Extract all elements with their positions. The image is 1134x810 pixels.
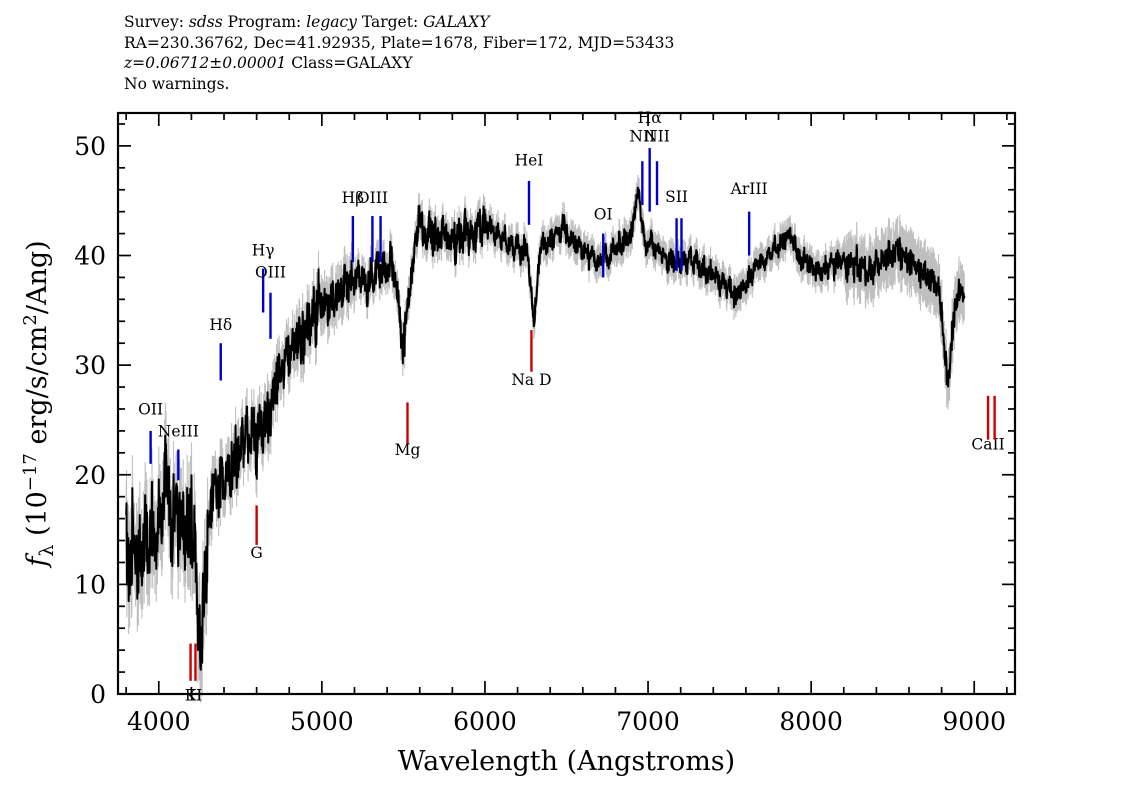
x-axis-title: Wavelength (Angstroms) [398, 746, 735, 777]
line-label-NII: NII [644, 128, 670, 146]
line-label-OI: OI [594, 205, 613, 223]
y-tick-label: 0 [90, 680, 106, 709]
y-tick-label: 20 [74, 461, 106, 490]
line-label-NeIII: NeIII [158, 422, 199, 440]
x-tick-label: 4000 [127, 707, 191, 736]
metadata-line-coordinates: RA=230.36762, Dec=41.92935, Plate=1678, … [124, 33, 675, 52]
line-label-Na D: Na D [511, 371, 551, 389]
class-value: Class=GALAXY [286, 54, 413, 72]
line-label-Hα: Hα [638, 109, 663, 127]
y-tick-label: 50 [74, 132, 106, 161]
program-label: Program: [222, 13, 307, 31]
metadata-line-redshift: z=0.06712±0.00001 Class=GALAXY [124, 53, 674, 74]
line-label-ArIII: ArIII [730, 180, 768, 198]
x-tick-label: 7000 [616, 707, 680, 736]
line-label-SII: SII [665, 188, 688, 206]
x-tick-label: 5000 [290, 707, 354, 736]
survey-value: sdss [188, 13, 223, 31]
line-label-K: K [185, 687, 197, 705]
spectrum-trace [125, 186, 966, 671]
line-label-Mg: Mg [395, 441, 421, 459]
y-tick-label: 10 [74, 570, 106, 599]
survey-label: Survey: [124, 13, 189, 31]
redshift-value: z=0.06712±0.00001 [124, 54, 287, 72]
x-tick-label: 9000 [942, 707, 1006, 736]
y-tick-label: 30 [74, 351, 106, 380]
line-label-G: G [250, 544, 262, 562]
metadata-line-warnings: No warnings. [124, 74, 230, 93]
target-label: Target: [356, 13, 424, 31]
spectrum-metadata-header: Survey: sdss Program: legacy Target: GAL… [124, 12, 674, 94]
line-label-OIII: OIII [255, 263, 286, 281]
x-tick-label: 6000 [453, 707, 517, 736]
line-label-Hβ: Hβ [342, 189, 365, 207]
line-label-OII: OII [138, 400, 163, 418]
line-label-HeI: HeI [515, 152, 544, 170]
y-axis-title: fλ (10−17 erg/s/cm2/Ang) [20, 240, 58, 568]
line-label-CaII: CaII [971, 436, 1004, 454]
program-value: legacy [306, 13, 357, 31]
x-tick-label: 8000 [779, 707, 843, 736]
axis-labels: 4000 5000 6000 7000 8000 9000 0 10 20 30 40 50 Wavel… [20, 132, 1006, 777]
line-label-Hδ: Hδ [209, 316, 232, 334]
y-tick-label: 40 [74, 242, 106, 271]
line-label-OIII: OIII [357, 189, 388, 207]
line-label-NII: NII [629, 128, 655, 146]
metadata-line-survey: Survey: sdss Program: legacy Target: GAL… [124, 12, 674, 33]
target-value: GALAXY [423, 13, 490, 31]
line-label-Hγ: Hγ [252, 242, 275, 260]
plot-axes [116, 111, 1017, 696]
